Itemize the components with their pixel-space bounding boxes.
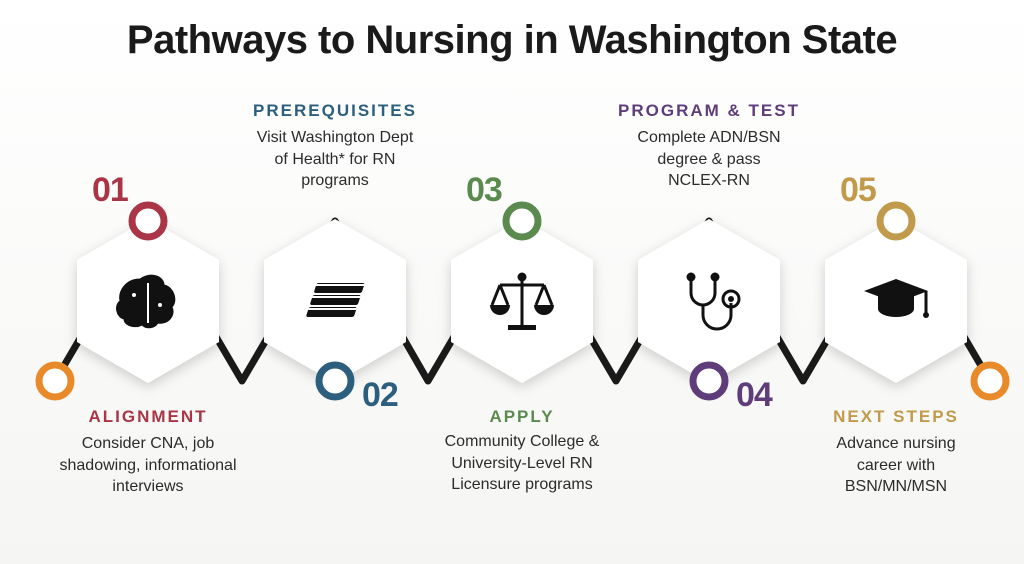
step-4-number: 04: [736, 376, 772, 415]
step-3-number: 03: [466, 171, 502, 210]
step-1-desc: Consider CNA, job shadowing, information…: [58, 433, 238, 498]
step-5-number: 05: [840, 171, 876, 210]
step-2-desc: Visit Washington Dept of Health* for RN …: [250, 127, 420, 192]
step-4-heading: PROGRAM & TEST: [609, 101, 809, 121]
step-3-ring: [506, 205, 538, 237]
step-5-ring: [880, 205, 912, 237]
step-3: [451, 205, 593, 383]
hexagon-4: [638, 219, 780, 383]
step-1-number: 01: [92, 171, 128, 210]
step-1-ring: [132, 205, 164, 237]
step-4-desc: Complete ADN/BSN degree & pass NCLEX-RN: [629, 127, 789, 192]
step-4: [638, 219, 780, 397]
step-5-heading: NEXT STEPS: [816, 407, 976, 427]
step-3-heading: APPLY: [452, 407, 592, 427]
step-5: [825, 205, 967, 383]
step-2-ring: [319, 365, 351, 397]
end-ring: [974, 365, 1006, 397]
infographic-stage: 01 02 03 04 05 ALIGNMENT Consider CNA, j…: [0, 71, 1024, 551]
step-1: [77, 205, 219, 383]
page-title: Pathways to Nursing in Washington State: [0, 0, 1024, 63]
step-3-desc: Community College & University-Level RN …: [432, 431, 612, 496]
start-ring: [39, 365, 71, 397]
step-2: [264, 219, 406, 397]
step-1-heading: ALIGNMENT: [68, 407, 228, 427]
step-2-heading: PREREQUISITES: [245, 101, 425, 121]
step-4-ring: [693, 365, 725, 397]
step-2-number: 02: [362, 376, 398, 415]
step-5-desc: Advance nursing career with BSN/MN/MSN: [816, 433, 976, 498]
